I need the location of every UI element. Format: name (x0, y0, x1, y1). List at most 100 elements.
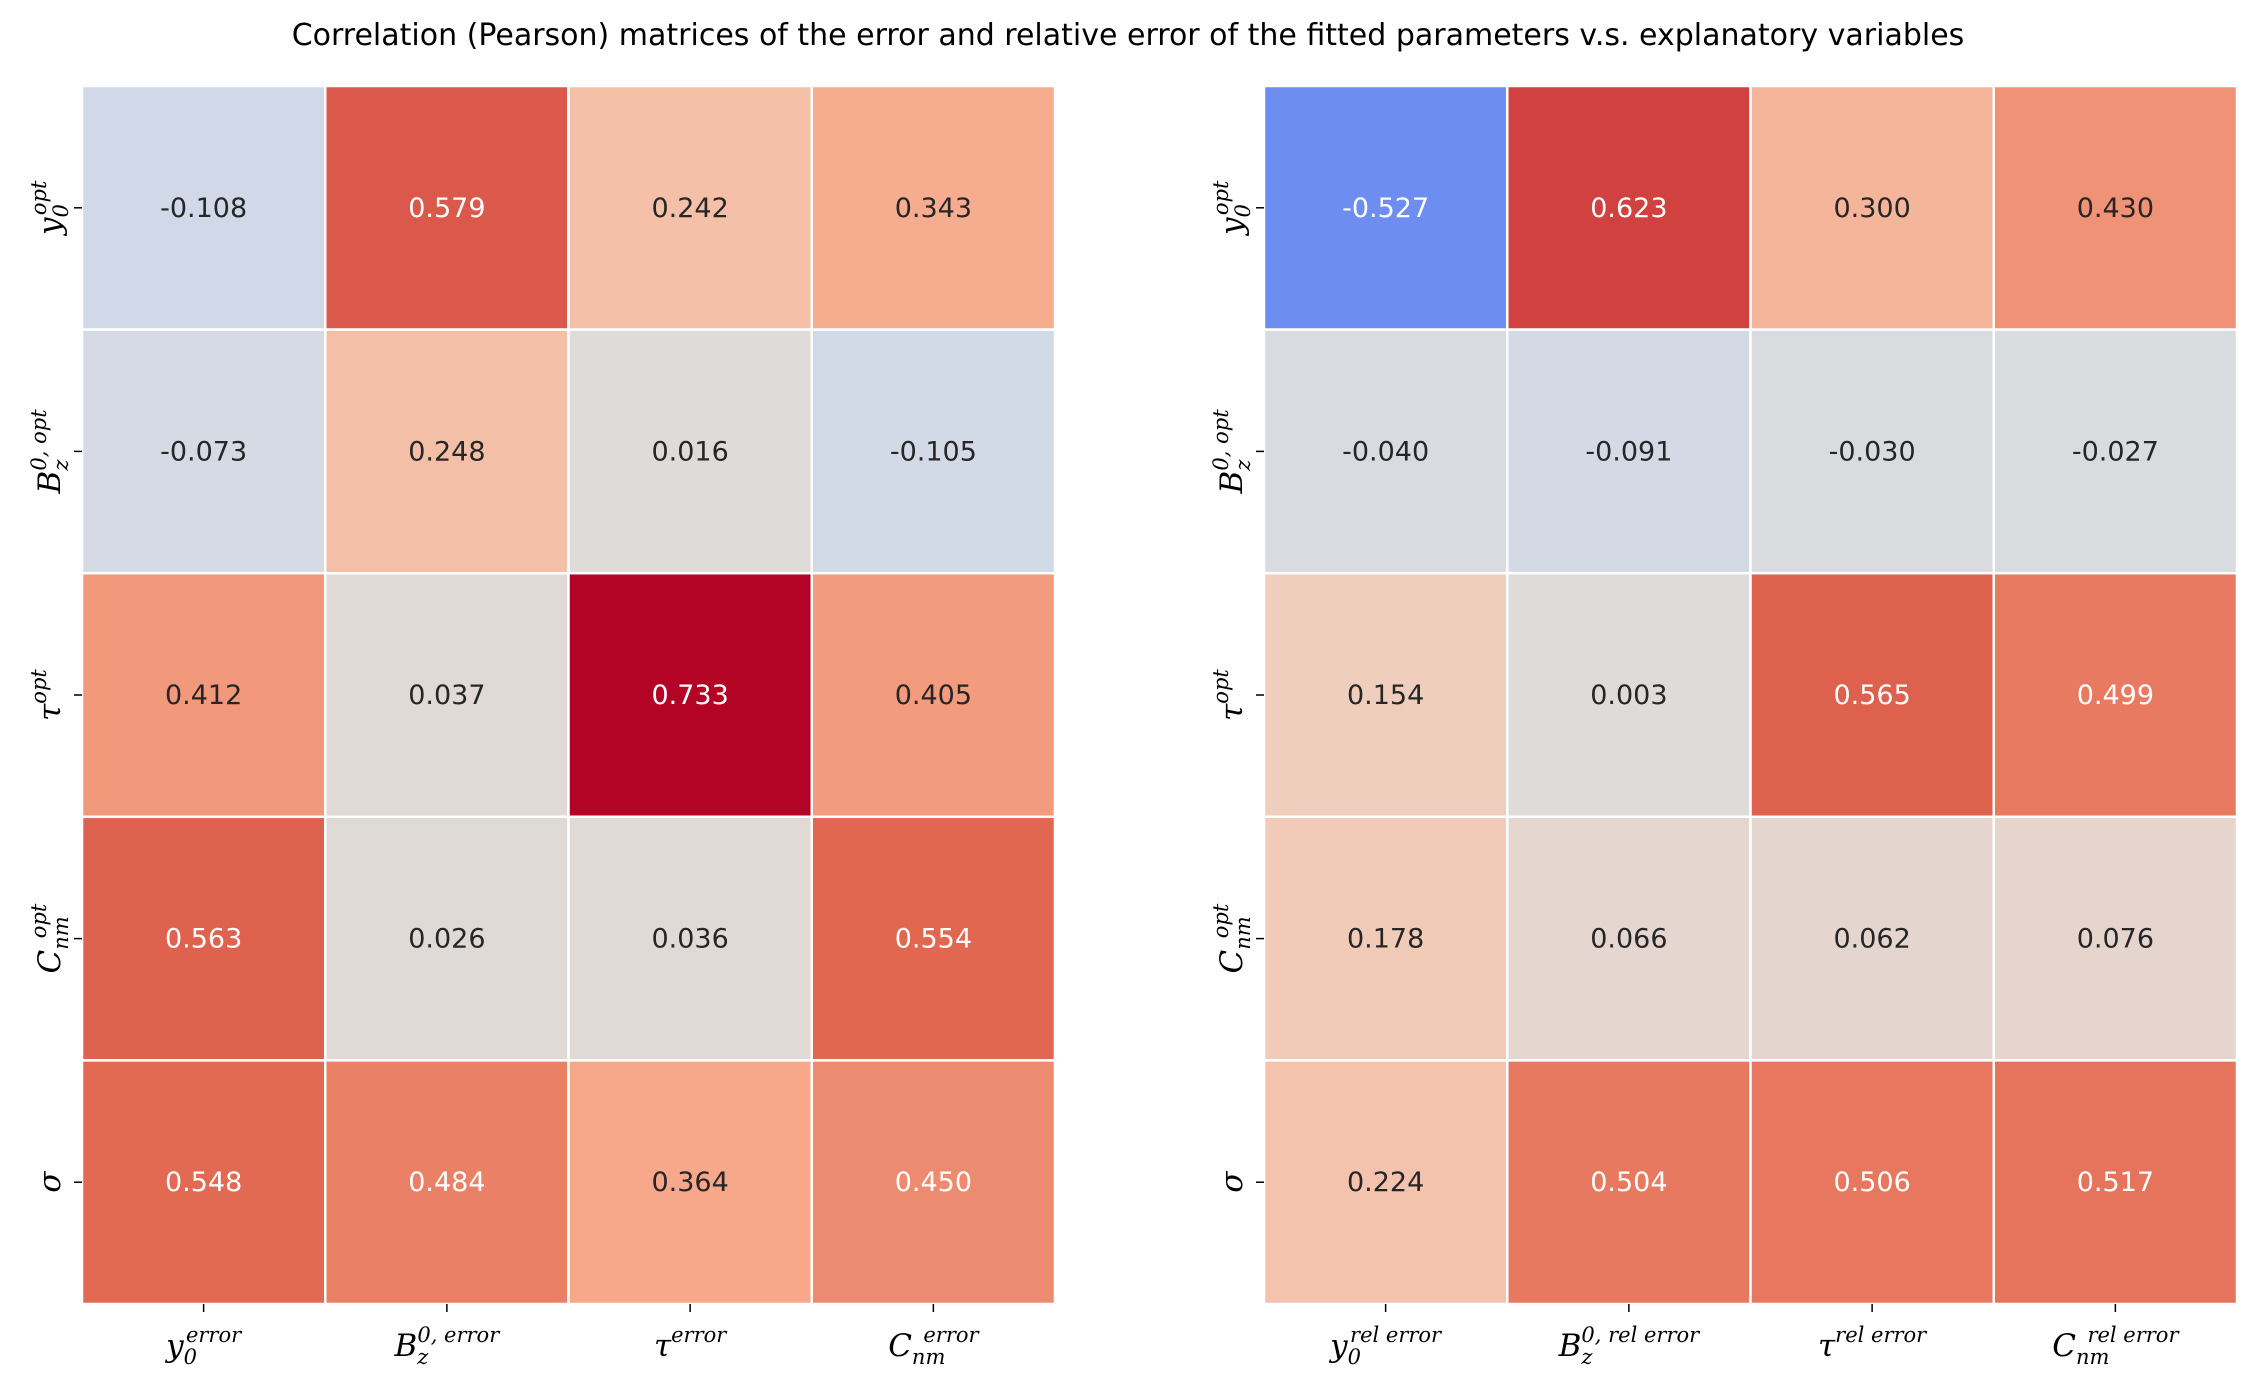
error-value-r2-c0: 0.412 (165, 680, 242, 711)
error-ytick-label-2-base: τ (32, 703, 68, 721)
relerr-ytick-label-2: τopt (1209, 669, 1250, 721)
error-value-r3-c0: 0.563 (165, 924, 242, 955)
relerr-xtick-label-1-base: B (1558, 1328, 1582, 1364)
relerr-value-r1-c2: -0.030 (1829, 436, 1916, 467)
relerr-cell-r0-c2 (1749, 84, 1995, 331)
error-xtick-label-3-base: C (888, 1328, 912, 1364)
relerr-xtick-label-3: Cnmrel error (2052, 1323, 2180, 1369)
relerr-cell-r3-c0 (1262, 815, 1509, 1062)
error-cell-r4-c1 (324, 1059, 570, 1306)
relerr-value-r4-c0: 0.224 (1347, 1167, 1424, 1198)
heatmap-relative-error: -0.527 0.623 0.300 0.430 -0.040 -0.091 -0.030 -… (1209, 84, 2239, 1369)
relerr-ytick-label-1-sub: z (1231, 459, 1255, 472)
relerr-xtick-label-2-sup: rel error (1835, 1323, 1928, 1347)
error-cell-r3-c1 (324, 815, 570, 1062)
error-ytick-label-3-sup: opt (27, 903, 51, 938)
error-cell-r1-c3 (810, 328, 1057, 575)
error-xtick-label-0: y0error (164, 1323, 243, 1369)
relerr-ytick-label-0-base: y (1214, 217, 1250, 237)
relerr-cell-r2-c3 (1992, 571, 2239, 819)
relerr-value-r2-c3: 0.499 (2077, 680, 2154, 711)
error-ytick-label-2-sup: opt (27, 669, 51, 704)
relerr-ytick-label-1: Bz0, opt (1209, 409, 1255, 495)
relerr-ytick-label-1-base: B (1214, 471, 1250, 495)
error-ytick-label-2: τopt (27, 669, 68, 721)
error-xtick-label-0-base: y (164, 1328, 184, 1364)
error-value-r1-c0: -0.073 (160, 436, 247, 467)
error-value-r4-c2: 0.364 (651, 1167, 728, 1198)
error-cell-r2-c3 (810, 571, 1057, 819)
heatmap-error: -0.108 0.579 0.242 0.343 -0.073 0.248 0.016 -0.… (27, 84, 1057, 1369)
error-xtick-label-1-sup: 0, error (417, 1323, 501, 1347)
error-ytick-label-0-base: y (32, 217, 68, 237)
relerr-value-r4-c3: 0.517 (2077, 1167, 2154, 1198)
relerr-ytick-label-4-base: σ (1214, 1171, 1250, 1193)
error-ytick-label-1-base: B (32, 471, 68, 495)
relerr-value-r0-c0: -0.527 (1342, 193, 1429, 224)
relerr-xtick-label-3-sub: nm (2076, 1345, 2109, 1369)
relerr-xtick-label-0: y0rel error (1328, 1323, 1443, 1369)
error-cell-r2-c1 (324, 571, 570, 819)
relerr-value-r0-c1: 0.623 (1590, 193, 1667, 224)
error-value-r3-c3: 0.554 (895, 924, 972, 955)
error-xtick-label-2-sup: error (671, 1323, 728, 1347)
error-xtick-label-2: τerror (654, 1323, 728, 1364)
error-cell-r0-c2 (567, 84, 813, 331)
relerr-xtick-label-1-sup: 0, rel error (1581, 1323, 1701, 1347)
relerr-ytick-label-2-sup: opt (1209, 669, 1233, 704)
error-cell-r3-c0 (80, 815, 327, 1062)
error-xtick-label-0-sup: error (186, 1323, 243, 1347)
relerr-cell-r1-c0 (1262, 328, 1509, 575)
error-ytick-label-1-sub: z (49, 459, 73, 472)
relerr-ytick-label-3-sub: nm (1231, 916, 1255, 949)
relerr-ytick-label-3-sup: opt (1209, 903, 1233, 938)
error-value-r2-c1: 0.037 (408, 680, 485, 711)
error-ytick-label-1-sup: 0, opt (27, 409, 51, 471)
error-ytick-label-0-sup: opt (27, 180, 51, 215)
relerr-xtick-label-3-sup: rel error (2087, 1323, 2180, 1347)
error-value-r1-c3: -0.105 (890, 436, 977, 467)
error-cell-r0-c0 (80, 84, 327, 331)
error-cell-r4-c3 (810, 1059, 1057, 1306)
error-ytick-label-3: Cnmopt (27, 903, 73, 973)
error-ytick-label-3-base: C (32, 949, 68, 973)
error-value-r4-c3: 0.450 (895, 1167, 972, 1198)
error-ytick-label-0: y0opt (27, 180, 73, 237)
error-xtick-label-0-sub: 0 (184, 1345, 197, 1369)
error-xtick-label-3-sub: nm (912, 1345, 945, 1369)
error-ytick-label-4-base: σ (32, 1171, 68, 1193)
error-value-r0-c0: -0.108 (160, 193, 247, 224)
relerr-value-r2-c2: 0.565 (1833, 680, 1910, 711)
relerr-value-r0-c3: 0.430 (2077, 193, 2154, 224)
error-ytick-label-0-sub: 0 (49, 204, 73, 217)
relerr-value-r3-c0: 0.178 (1347, 924, 1424, 955)
relerr-value-r1-c1: -0.091 (1585, 436, 1672, 467)
error-value-r1-c1: 0.248 (408, 436, 485, 467)
relerr-cell-r2-c2 (1749, 571, 1995, 819)
error-xtick-label-1-base: B (393, 1328, 417, 1364)
error-cell-r4-c0 (80, 1059, 327, 1306)
relerr-ytick-label-3-base: C (1214, 949, 1250, 973)
error-cell-r3-c2 (567, 815, 813, 1062)
error-cell-r0-c1 (324, 84, 570, 331)
relerr-value-r3-c2: 0.062 (1833, 924, 1910, 955)
relerr-cell-r1-c1 (1506, 328, 1752, 575)
relerr-value-r0-c2: 0.300 (1833, 193, 1910, 224)
relerr-xtick-label-3-base: C (2052, 1328, 2076, 1364)
relerr-xtick-label-2-base: τ (1818, 1328, 1836, 1364)
error-value-r4-c1: 0.484 (408, 1167, 485, 1198)
relerr-value-r4-c1: 0.504 (1590, 1167, 1667, 1198)
relerr-xtick-label-0-sub: 0 (1348, 1345, 1361, 1369)
error-ytick-label-3-sub: nm (49, 916, 73, 949)
error-value-r2-c3: 0.405 (895, 680, 972, 711)
relerr-cell-r0-c3 (1992, 84, 2239, 331)
relerr-value-r1-c3: -0.027 (2072, 436, 2159, 467)
error-xtick-label-1-sub: z (416, 1345, 429, 1369)
error-ytick-label-1: Bz0, opt (27, 409, 73, 495)
error-value-r0-c3: 0.343 (895, 193, 972, 224)
error-xtick-label-1: Bz0, error (393, 1323, 501, 1369)
error-value-r4-c0: 0.548 (165, 1167, 242, 1198)
relerr-ytick-label-3: Cnmopt (1209, 903, 1255, 973)
relerr-cell-r3-c3 (1992, 815, 2239, 1062)
